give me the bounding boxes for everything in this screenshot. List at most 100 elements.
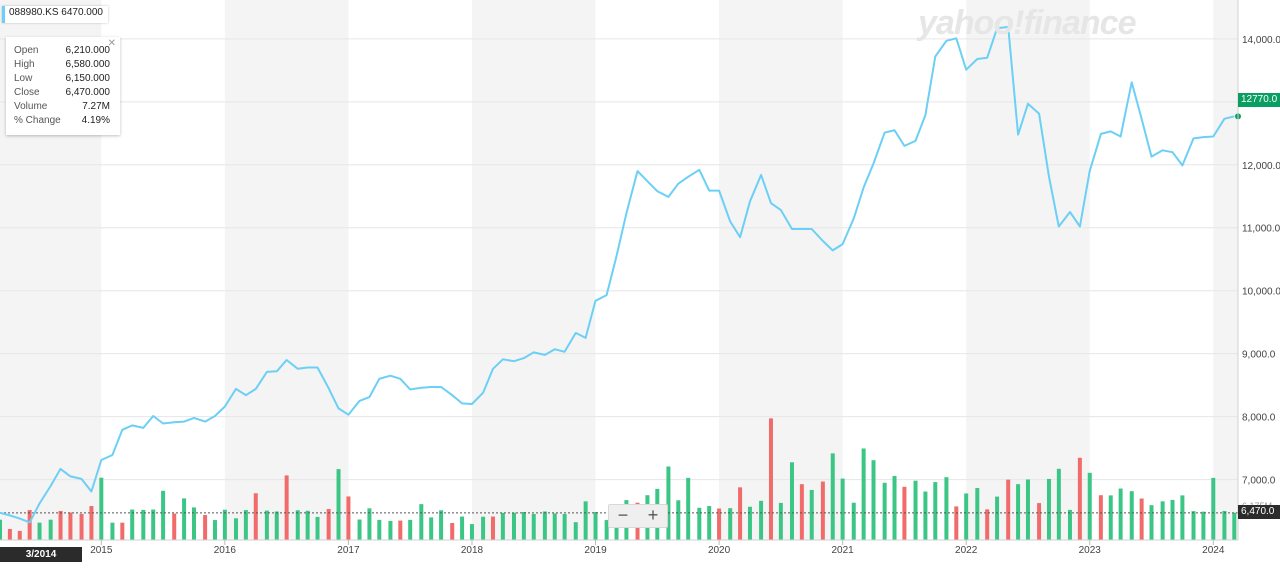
zoom-control: − +	[608, 504, 668, 528]
volume-bar	[284, 475, 289, 540]
volume-bar	[222, 509, 227, 540]
year-band	[719, 0, 843, 540]
volume-bar	[1149, 505, 1154, 540]
tooltip-value: 6,580.000	[65, 59, 111, 70]
volume-bar	[707, 506, 712, 540]
volume-bar	[552, 513, 557, 540]
volume-bar	[676, 500, 681, 540]
volume-bar	[573, 522, 578, 540]
volume-bar	[964, 493, 969, 540]
volume-bar	[99, 477, 104, 540]
volume-bar	[1025, 479, 1030, 540]
volume-bar	[233, 518, 238, 540]
year-band	[966, 0, 1090, 540]
volume-bar	[778, 502, 783, 540]
volume-bar	[253, 493, 258, 540]
volume-bar	[27, 510, 32, 540]
volume-bar	[840, 478, 845, 540]
volume-bar	[1211, 477, 1216, 540]
volume-bar	[1139, 498, 1144, 540]
volume-bar	[264, 510, 269, 540]
grid-lines	[0, 38, 1238, 481]
volume-bar	[388, 520, 393, 540]
volume-bar	[490, 516, 495, 540]
close-icon[interactable]: ✕	[107, 38, 116, 49]
volume-bar	[243, 510, 248, 540]
volume-bar	[0, 519, 2, 540]
ohlc-tooltip: ✕ Open 6,210.000 High 6,580.000 Low 6,150.0…	[6, 37, 120, 135]
volume-bar	[728, 508, 733, 540]
volume-bar	[759, 500, 764, 540]
ticker-price: 6470.000	[61, 7, 103, 18]
volume-bar	[17, 530, 22, 540]
tooltip-row-high: High 6,580.000	[14, 59, 110, 73]
volume-bar	[1170, 499, 1175, 540]
volume-bar	[985, 509, 990, 540]
volume-bar	[995, 496, 1000, 540]
volume-bar	[161, 490, 166, 540]
x-tick-label: 2016	[214, 545, 237, 556]
volume-bar	[747, 506, 752, 540]
volume-bar	[830, 453, 835, 540]
y-tick-label: 12,000.0	[1242, 161, 1280, 172]
volume-bar	[933, 482, 938, 540]
volume-bar	[820, 481, 825, 540]
y-tick-label: 14,000.0	[1242, 35, 1280, 46]
volume-bar	[542, 511, 547, 540]
volume-bar	[408, 519, 413, 540]
volume-bar	[429, 517, 434, 540]
tooltip-row-change: % Change 4.19%	[14, 115, 110, 129]
x-tick-label: 2015	[90, 545, 113, 556]
volume-bar	[1222, 510, 1227, 540]
x-tick-label: 2018	[461, 545, 484, 556]
volume-bar	[110, 522, 115, 540]
y-tick-label: 7,000.0	[1242, 476, 1276, 487]
volume-bar	[1077, 457, 1082, 540]
volume-bar	[871, 460, 876, 540]
volume-bar	[315, 516, 320, 540]
volume-bar	[768, 418, 773, 540]
tooltip-label: Low	[14, 73, 33, 84]
volume-bar	[419, 504, 424, 540]
volume-bar	[336, 469, 341, 540]
volume-bar	[944, 477, 949, 540]
volume-bar	[799, 484, 804, 540]
volume-bar	[531, 513, 536, 540]
y-tick-label: 8,000.0	[1242, 413, 1276, 424]
volume-bar	[1037, 503, 1042, 540]
zoom-out-button[interactable]: −	[617, 505, 629, 525]
volume-bar	[58, 510, 63, 540]
volume-bar	[809, 489, 814, 540]
tooltip-value: 6,470.000	[65, 87, 111, 98]
tooltip-row-volume: Volume 7.27M	[14, 101, 110, 115]
y-tick-label: 10,000.0	[1242, 287, 1280, 298]
volume-bar	[1191, 511, 1196, 540]
volume-bar	[1180, 495, 1185, 540]
volume-bar	[604, 520, 609, 540]
volume-bar	[7, 528, 12, 540]
volume-bar	[1118, 488, 1123, 540]
volume-bar	[450, 523, 455, 540]
volume-bar	[367, 508, 372, 540]
volume-bar	[892, 475, 897, 540]
tooltip-label: Volume	[14, 101, 48, 112]
volume-bar	[583, 501, 588, 540]
volume-bar	[357, 519, 362, 540]
y-tick-label: 11,000.0	[1242, 224, 1280, 235]
volume-bar	[305, 510, 310, 540]
volume-bar	[1160, 501, 1165, 540]
volume-bar	[913, 480, 918, 540]
volume-bar	[469, 524, 474, 540]
tooltip-value: 6,210.000	[65, 45, 111, 56]
volume-bar	[182, 498, 187, 540]
volume-bar	[68, 512, 73, 540]
volume-bar	[975, 488, 980, 540]
volume-bar	[48, 519, 53, 540]
volume-bar	[141, 509, 146, 540]
volume-bar	[923, 491, 928, 540]
volume-bar	[212, 520, 217, 540]
volume-bar	[954, 506, 959, 540]
zoom-in-button[interactable]: +	[647, 505, 659, 525]
tooltip-row-low: Low 6,150.000	[14, 73, 110, 87]
